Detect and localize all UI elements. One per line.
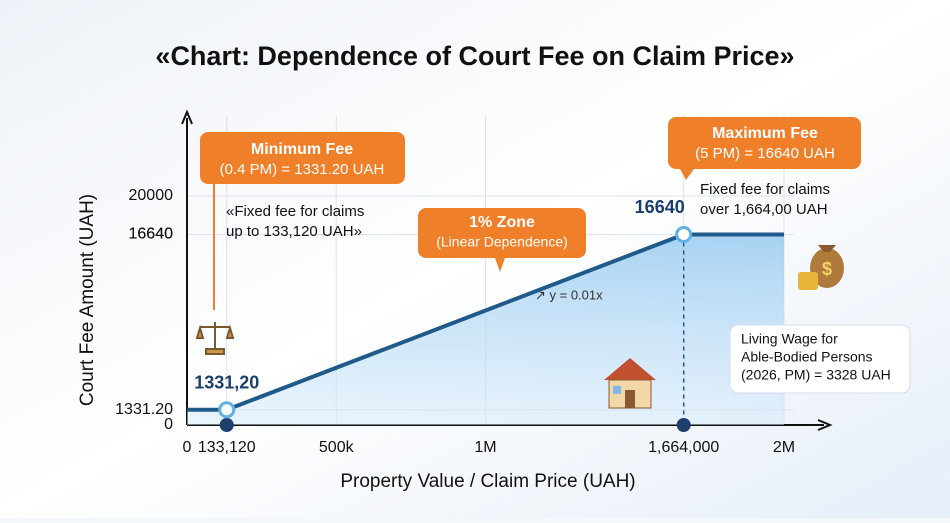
callout-title: 1% Zone: [469, 214, 535, 231]
info-box: [729, 324, 911, 394]
data-label: 16640: [635, 197, 685, 217]
callout-title: Minimum Fee: [251, 141, 353, 158]
y-tick-label: 20000: [129, 187, 174, 204]
min-fee-callout: [200, 132, 405, 184]
x-tick-label: 0: [183, 439, 192, 456]
y-tick-label: 16640: [129, 226, 174, 243]
note-text: up to 133,120 UAH»: [226, 223, 362, 240]
zone-callout: [418, 208, 586, 258]
y-axis: [181, 109, 193, 425]
note-text: «Fixed fee for claims: [226, 203, 364, 220]
x-tick-label: 1,664,000: [648, 439, 719, 456]
info-text: Able-Bodied Persons: [741, 349, 873, 365]
y-tick-label: 0: [164, 416, 173, 433]
callout-pointer: [680, 169, 694, 180]
x-tick-label: 500k: [319, 439, 355, 456]
y-tick-label: 16640: [129, 226, 174, 243]
axis-dot: [676, 418, 691, 432]
callout-text: (5 PM) = 16640 UAH: [695, 145, 835, 162]
y-tick-label: 1331.20: [115, 401, 173, 418]
equation: ↗ y = 0.01x: [535, 287, 603, 302]
max-fee-callout: [668, 117, 861, 169]
axis-dot: [219, 418, 234, 432]
x-axis-label: Property Value / Claim Price (UAH): [340, 471, 635, 492]
callout-title: Maximum Fee: [712, 125, 818, 142]
y-axis-label: Court Fee Amount (UAH): [77, 194, 98, 406]
note-text: Fixed fee for claims: [700, 181, 830, 198]
info-text: (2026, PM) = 3328 UAH: [741, 367, 891, 383]
x-tick-label: 133,120: [198, 439, 256, 456]
info-text: Living Wage for: [741, 331, 838, 347]
money-icon: $: [798, 245, 844, 290]
point: [675, 225, 693, 243]
house-icon: [604, 358, 656, 409]
x-tick-label: 1M: [474, 439, 496, 456]
scales-icon: [195, 322, 235, 355]
callout-pointer: [495, 258, 505, 272]
x-tick-label: 2M: [773, 439, 795, 456]
note-text: over 1,664,00 UAH: [700, 201, 828, 218]
point: [218, 401, 236, 419]
callout-text: (0.4 PM) = 1331.20 UAH: [220, 161, 385, 178]
chart-title: «Chart: Dependence of Court Fee on Claim…: [155, 41, 794, 71]
data-label: 1331,20: [194, 373, 259, 393]
callout-text: (Linear Dependence): [436, 234, 568, 250]
line: [187, 232, 784, 412]
svg-text:$: $: [822, 259, 832, 279]
